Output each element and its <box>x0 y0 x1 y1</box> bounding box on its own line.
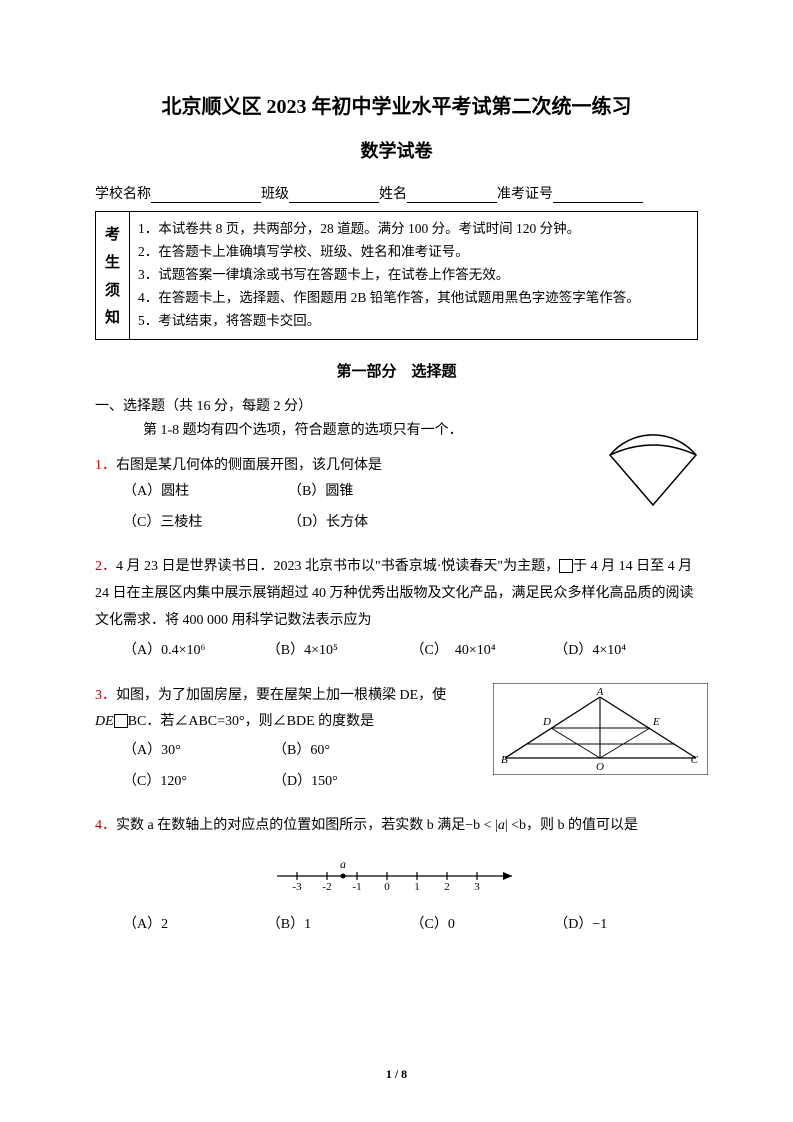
svg-text:3: 3 <box>474 881 480 893</box>
q4-opt-a: （A）2 <box>123 912 267 939</box>
q2-num: 2． <box>95 559 116 574</box>
title-sub: 数学试卷 <box>95 137 698 163</box>
title-main: 北京顺义区 2023 年初中学业水平考试第二次统一练习 <box>95 90 698 119</box>
placeholder-box-icon <box>559 559 573 573</box>
q4-opt-d: （D）−1 <box>554 912 698 939</box>
name-blank[interactable] <box>407 187 497 203</box>
q1-text: 右图是某几何体的侧面展开图，该几何体是 <box>116 458 382 473</box>
q2-text-pre: 4 月 23 日是世界读书日．2023 北京书市以"书香京城·悦读春天"为主题 <box>116 559 545 574</box>
svg-text:C: C <box>691 754 699 766</box>
notice-left: 考 生 须 知 <box>96 212 130 339</box>
svg-text:-2: -2 <box>322 881 331 893</box>
q1-opt-b: （B）圆锥 <box>288 479 453 506</box>
q3-opt-b: （B）60° <box>273 738 423 765</box>
svg-text:1: 1 <box>414 881 420 893</box>
notice-char: 生 <box>105 251 120 272</box>
id-label: 准考证号 <box>497 183 553 203</box>
svg-text:O: O <box>596 761 604 773</box>
svg-text:D: D <box>542 716 551 728</box>
class-label: 班级 <box>261 183 289 203</box>
class-blank[interactable] <box>289 187 379 203</box>
section-title: 第一部分 选择题 <box>95 360 698 381</box>
q2-opt-a: （A）0.4×10⁶ <box>123 638 267 665</box>
q3-opt-c: （C）120° <box>123 769 273 796</box>
notice-char: 知 <box>105 306 120 327</box>
notice-item: 1．本试卷共 8 页，共两部分，28 道题。满分 100 分。考试时间 120 … <box>138 218 689 241</box>
q2-opt-c: （C） 40×10⁴ <box>411 638 555 665</box>
q4-opt-c: （C）0 <box>411 912 555 939</box>
notice-item: 4．在答题卡上，选择题、作图题用 2B 铅笔作答，其他试题用黑色字迹签字笔作答。 <box>138 287 689 310</box>
q2-opt-d: （D）4×10⁴ <box>554 638 698 665</box>
notice-item: 2．在答题卡上准确填写学校、班级、姓名和准考证号。 <box>138 241 689 264</box>
school-label: 学校名称 <box>95 183 151 203</box>
q3-num: 3． <box>95 688 116 703</box>
q2-opt-b: （B）4×10⁵ <box>267 638 411 665</box>
q3-opt-d: （D）150° <box>273 769 423 796</box>
student-info-line: 学校名称 班级 姓名 准考证号 <box>95 183 698 203</box>
q3-text-2: BC．若∠ABC=30°，则∠BDE 的度数是 <box>128 714 374 729</box>
notice-char: 考 <box>105 223 120 244</box>
q1-num: 1． <box>95 458 116 473</box>
roof-figure: A B C D E O <box>493 683 708 775</box>
svg-text:E: E <box>652 716 660 728</box>
question-3: A B C D E O 3．如图，为了加固房屋，要在屋架上加一根横梁 DE，使 … <box>95 683 698 799</box>
number-line-figure: -3 -2 -1 0 1 2 3 a <box>267 852 527 894</box>
q4-opt-b: （B）1 <box>267 912 411 939</box>
question-1: 1．右图是某几何体的侧面展开图，该几何体是 （A）圆柱 （B）圆锥 （C）三棱柱… <box>95 453 698 541</box>
page-footer: 1 / 8 <box>0 1067 793 1082</box>
parallel-box-icon <box>114 714 128 728</box>
q4-a: a <box>498 818 505 833</box>
question-4: 4．实数 a 在数轴上的对应点的位置如图所示，若实数 b 满足−b < |a| … <box>95 813 698 943</box>
q1-opt-a: （A）圆柱 <box>123 479 288 506</box>
notice-box: 考 生 须 知 1．本试卷共 8 页，共两部分，28 道题。满分 100 分。考… <box>95 211 698 340</box>
svg-text:0: 0 <box>384 881 390 893</box>
q4-num: 4． <box>95 818 116 833</box>
id-blank[interactable] <box>553 187 643 203</box>
notice-right: 1．本试卷共 8 页，共两部分，28 道题。满分 100 分。考试时间 120 … <box>130 212 697 339</box>
svg-text:2: 2 <box>444 881 450 893</box>
name-label: 姓名 <box>379 183 407 203</box>
svg-text:-3: -3 <box>292 881 302 893</box>
q3-text-1: 如图，为了加固房屋，要在屋架上加一根横梁 DE，使 <box>116 688 446 703</box>
svg-text:A: A <box>596 686 604 698</box>
question-2: 2．4 月 23 日是世界读书日．2023 北京书市以"书香京城·悦读春天"为主… <box>95 554 698 668</box>
q4-text-pre: 实数 a 在数轴上的对应点的位置如图所示，若实数 b 满足−b < <box>116 818 492 833</box>
q1-opt-d: （D）长方体 <box>288 510 453 537</box>
svg-text:-1: -1 <box>352 881 361 893</box>
svg-text:a: a <box>340 857 346 871</box>
q1-opt-c: （C）三棱柱 <box>123 510 288 537</box>
q3-de: DE <box>95 714 114 729</box>
notice-item: 3．试题答案一律填涂或书写在答题卡上，在试卷上作答无效。 <box>138 264 689 287</box>
section-intro-1: 一、选择题（共 16 分，每题 2 分） <box>95 395 698 415</box>
q3-opt-a: （A）30° <box>123 738 273 765</box>
school-blank[interactable] <box>151 187 261 203</box>
notice-char: 须 <box>105 279 120 300</box>
svg-text:B: B <box>501 754 508 766</box>
cone-net-figure <box>598 423 708 513</box>
q4-text-post: <b，则 b 的值可以是 <box>511 818 638 833</box>
notice-item: 5．考试结束，将答题卡交回。 <box>138 310 689 333</box>
